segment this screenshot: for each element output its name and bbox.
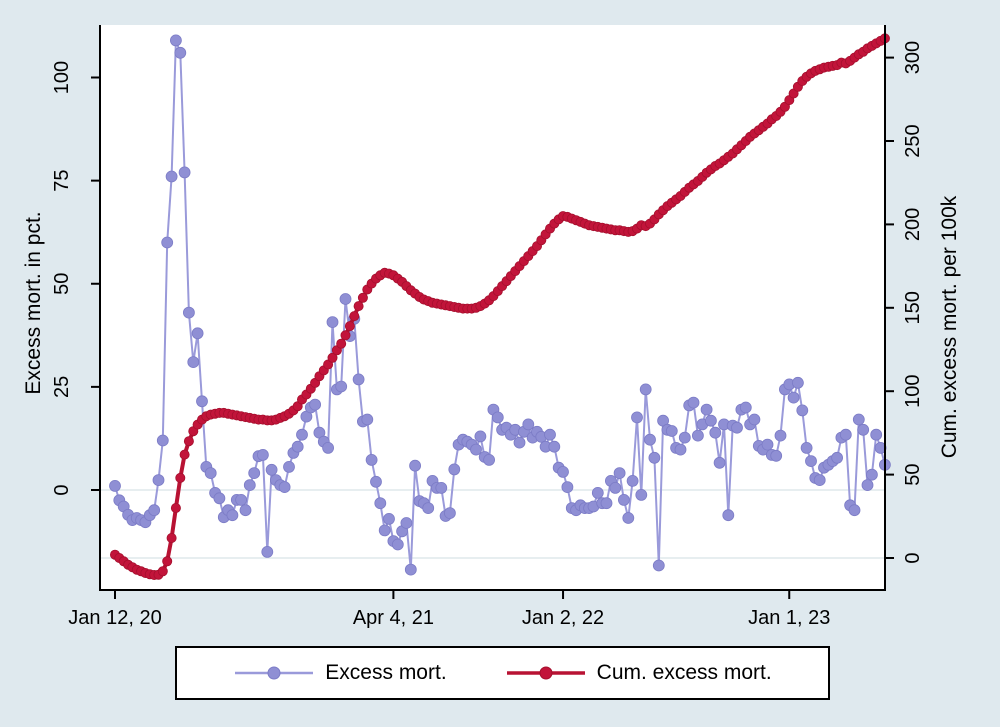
svg-text:200: 200 <box>902 208 924 241</box>
left-axis-title: Excess mort. in pct. <box>22 211 45 394</box>
svg-text:250: 250 <box>902 124 924 157</box>
svg-text:Jan 12, 20: Jan 12, 20 <box>68 607 161 629</box>
svg-text:100: 100 <box>51 61 73 94</box>
legend-label-excess-mort: Excess mort. <box>325 661 447 684</box>
right-axis-title: Cum. excess mort. per 100k <box>938 195 961 458</box>
legend: Excess mort. Cum. excess mort. <box>175 646 830 700</box>
legend-label-cum-excess-mort: Cum. excess mort. <box>596 661 772 684</box>
svg-text:Jan 1, 23: Jan 1, 23 <box>748 607 830 629</box>
svg-text:Apr 4, 21: Apr 4, 21 <box>353 607 434 629</box>
svg-text:0: 0 <box>51 484 73 495</box>
legend-entry-excess-mort: Excess mort. <box>233 661 447 685</box>
svg-text:50: 50 <box>902 463 924 485</box>
svg-text:150: 150 <box>902 291 924 324</box>
svg-text:0: 0 <box>902 552 924 563</box>
plot-area: 0 25 50 75 100 0 50 100 150 200 250 300 Jan 12, 20 Ap… <box>51 25 924 629</box>
cum-excess-mort-swatch <box>506 666 585 680</box>
svg-text:25: 25 <box>51 376 73 398</box>
svg-text:75: 75 <box>51 169 73 191</box>
svg-text:300: 300 <box>902 41 924 74</box>
svg-text:Jan 2, 22: Jan 2, 22 <box>522 607 604 629</box>
legend-entry-cum-excess-mort: Cum. excess mort. <box>505 661 772 685</box>
svg-text:50: 50 <box>51 273 73 295</box>
svg-text:100: 100 <box>902 375 924 408</box>
excess-mort-swatch <box>235 666 314 680</box>
